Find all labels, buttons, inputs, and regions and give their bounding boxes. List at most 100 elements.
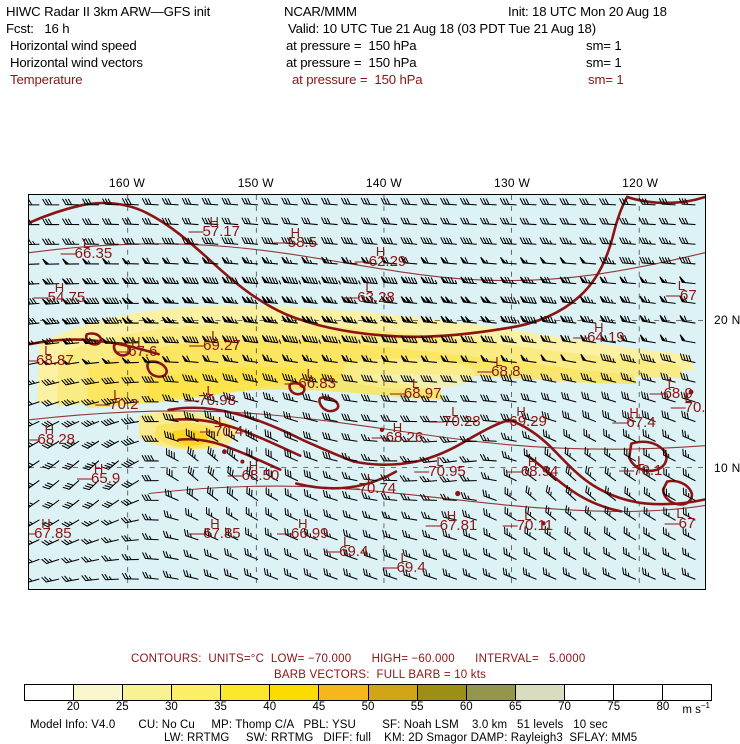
- wind-barb: [222, 373, 239, 383]
- wind-barb: [29, 317, 40, 325]
- wind-barb: [662, 526, 676, 541]
- header-wind-speed-pressure: at pressure = 150 hPa: [286, 38, 417, 53]
- wind-barb: [480, 374, 497, 383]
- wind-barb: [499, 237, 517, 245]
- wind-barb: [301, 217, 318, 226]
- wind-barb: [102, 480, 119, 490]
- wind-barb: [41, 420, 60, 428]
- wind-barb: [639, 276, 656, 285]
- wind-barb: [642, 428, 656, 442]
- colorbar-bin-10[interactable]: [515, 685, 565, 700]
- wind-barb: [585, 465, 597, 482]
- wind-barb: [641, 410, 656, 423]
- wind-barb: [121, 336, 139, 344]
- wind-barb: [42, 258, 60, 265]
- wind-barb: [284, 527, 298, 541]
- wind-barb: [161, 336, 179, 344]
- wind-barb: [565, 505, 577, 521]
- wind-barb: [401, 511, 418, 521]
- wind-barb: [261, 236, 279, 245]
- wind-barb: [440, 217, 457, 226]
- colorbar-bin-11[interactable]: [564, 685, 614, 700]
- colorbar-bin-12[interactable]: [613, 685, 664, 700]
- wind-barb: [542, 567, 557, 580]
- wind-barb: [420, 494, 438, 501]
- colorbar-bin-9[interactable]: [466, 685, 516, 700]
- wind-barb: [680, 391, 696, 403]
- wind-barb: [679, 256, 696, 265]
- colorbar-bin-4[interactable]: [221, 685, 271, 700]
- wind-barb: [161, 296, 179, 304]
- colorbar-bin-6[interactable]: [319, 685, 369, 700]
- wind-barb: [62, 198, 80, 206]
- wind-barb: [519, 257, 537, 265]
- wind-barb: [62, 238, 80, 245]
- wind-barb: [202, 373, 219, 383]
- wind-barb: [166, 467, 179, 482]
- wind-barb: [207, 446, 219, 462]
- wind-barb: [281, 256, 298, 265]
- wind-barb: [283, 567, 298, 580]
- wind-barb: [226, 506, 239, 521]
- map-frame[interactable]: H57.17H58.5H62.29L66.35H54.75H64.19L63.2…: [28, 194, 706, 590]
- wind-speed-colorbar[interactable]: [24, 684, 712, 701]
- wind-barb: [201, 296, 219, 304]
- wind-barb: [241, 315, 259, 324]
- header-field-wind-vectors: Horizontal wind vectors: [10, 55, 143, 70]
- wind-barb: [226, 486, 239, 501]
- wind-barb: [62, 480, 80, 490]
- wind-barb: [525, 466, 537, 482]
- wind-barb: [660, 391, 676, 403]
- colorbar-bin-8[interactable]: [417, 685, 467, 700]
- wind-barb: [583, 546, 597, 560]
- wind-barb: [544, 447, 557, 462]
- wind-barb: [480, 414, 497, 423]
- wind-barb: [201, 217, 219, 226]
- wind-barb: [342, 529, 358, 541]
- wind-barb: [101, 297, 123, 304]
- wind-barb: [121, 397, 139, 404]
- wind-barb: [141, 297, 159, 304]
- colorbar-bin-2[interactable]: [123, 685, 173, 700]
- wind-barb: [121, 480, 139, 489]
- wind-barb: [545, 505, 557, 521]
- wind-barb: [380, 355, 398, 363]
- colorbar-bin-7[interactable]: [368, 685, 418, 700]
- wind-barb: [341, 393, 358, 403]
- wind-barb: [227, 465, 239, 482]
- wind-barb: [340, 236, 358, 245]
- colorbar-bin-1[interactable]: [74, 685, 124, 700]
- footer-panel: CONTOURS: UNITS=°C LOW= −70.000 HIGH= −6…: [0, 648, 740, 740]
- wind-barb: [61, 337, 80, 345]
- map-panel[interactable]: H57.17H58.5H62.29L66.35H54.75H64.19L63.2…: [28, 194, 706, 590]
- colorbar-bin-5[interactable]: [270, 685, 320, 700]
- wind-barb: [579, 295, 597, 304]
- colorbar-bin-13[interactable]: [663, 685, 712, 700]
- wind-barb: [561, 391, 577, 403]
- wind-barb: [380, 335, 398, 344]
- wind-barb: [622, 428, 636, 442]
- wind-barb: [101, 499, 119, 509]
- wind-barb: [121, 553, 139, 561]
- wind-barb: [121, 297, 139, 304]
- wind-barb: [662, 547, 676, 560]
- wind-barb: [224, 548, 239, 560]
- wind-barb: [420, 315, 438, 324]
- lon-tick-3: 130 W: [493, 176, 531, 190]
- colorbar-bin-0[interactable]: [25, 685, 75, 700]
- wind-barb: [61, 297, 80, 305]
- wind-barb: [420, 256, 438, 265]
- wind-barb: [224, 409, 239, 423]
- wind-barb: [241, 217, 259, 226]
- wind-barb: [422, 568, 438, 580]
- wind-barb: [181, 335, 199, 344]
- wind-barb: [545, 465, 557, 482]
- wind-barb: [362, 548, 378, 560]
- header-field-wind-speed: Horizontal wind speed: [10, 38, 137, 53]
- wind-barb: [29, 380, 40, 386]
- wind-barb: [121, 517, 139, 524]
- colorbar-bin-3[interactable]: [172, 685, 222, 700]
- wind-barb: [141, 513, 159, 521]
- wind-barb: [340, 197, 358, 206]
- wind-barb: [29, 263, 40, 265]
